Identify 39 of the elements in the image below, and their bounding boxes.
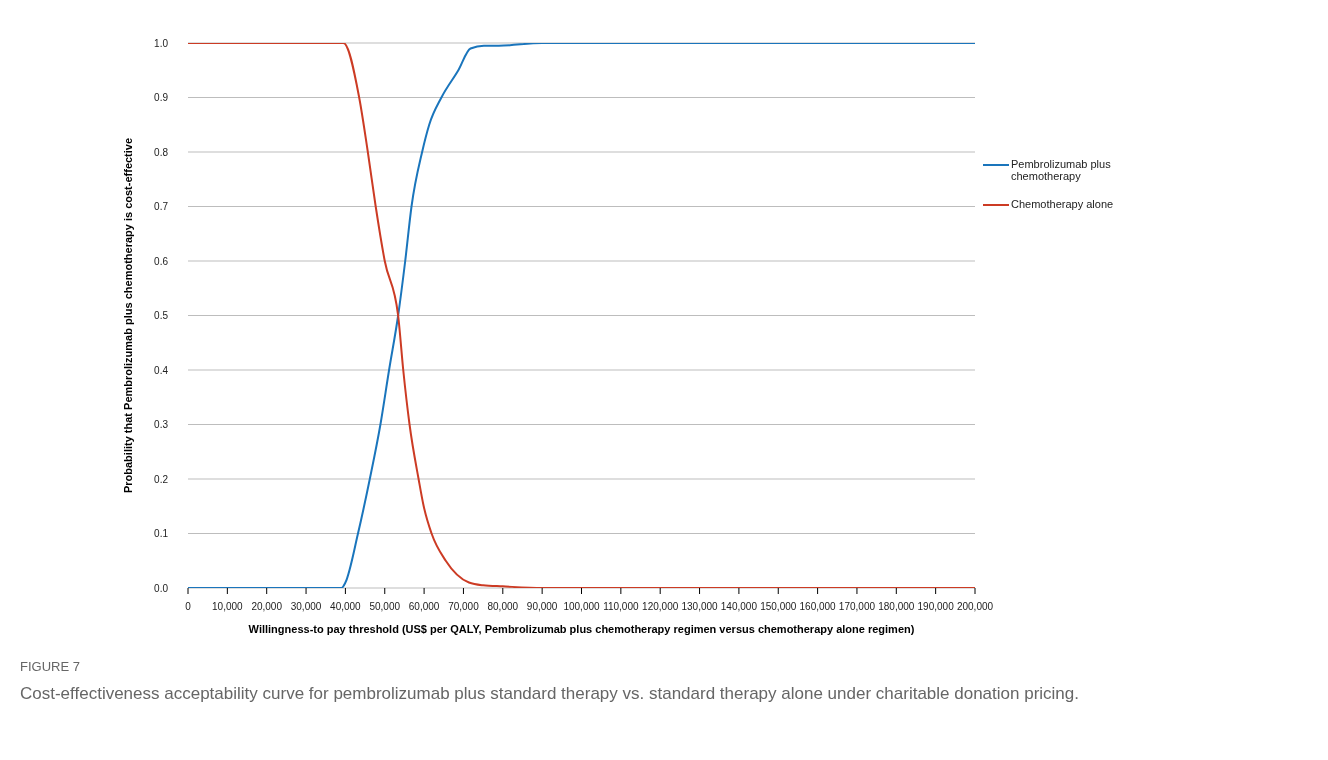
x-tick-label: 80,000 [487, 601, 519, 612]
x-tick-label: 170,000 [838, 601, 876, 612]
y-tick-label: 0.7 [154, 201, 169, 213]
y-tick-label: 0.5 [154, 310, 169, 322]
x-tick-label: 50,000 [369, 601, 401, 612]
x-tick-label: 190,000 [917, 601, 955, 612]
text: Cost-effectiveness acceptability curve for pembrolizumab plus standard therapy vs. standard therapy alone under charitable donation pricing. [20, 683, 1080, 706]
x-tick-label: 90,000 [526, 601, 558, 612]
y-tick-label: 0.8 [154, 146, 169, 158]
x-tick-label: 130,000 [681, 601, 719, 612]
y-tick-label: 1.0 [154, 37, 169, 49]
y-tick-label: 0.0 [154, 582, 169, 594]
x-axis-title: Willingness-to pay threshold (US$ per QALY, Pembrolizumab plus chemotherapy regimen versus chemotherapy alone regimen) [248, 623, 915, 635]
y-tick-label: 0.2 [154, 473, 169, 485]
x-tick-label: 120,000 [642, 601, 679, 612]
x-tick-label: 30,000 [290, 601, 322, 612]
x-tick-label: 20,000 [251, 601, 283, 612]
caption: FIGURE 7 [20, 658, 81, 676]
y-tick-label: 0.6 [154, 255, 169, 267]
line-series [188, 43, 975, 588]
y-tick-label: 0.4 [154, 364, 169, 376]
legend-label: Chemotherapy alone [1011, 198, 1114, 210]
x-tick-label: 70,000 [448, 601, 480, 612]
x-tick-label: 40,000 [330, 601, 362, 612]
y-axis-title: Probability that Pembrolizumab plus chemotherapy is cost-effective [121, 137, 134, 494]
y-tick-label: 0.3 [154, 419, 169, 431]
x-tick-label: 180,000 [878, 601, 915, 612]
legend-label: Pembrolizumab plus chemotherapy [1011, 158, 1112, 182]
x-tick-label: 110,000 [603, 601, 639, 612]
x-tick-label: 10,000 [212, 601, 244, 612]
x-tick-label: 60,000 [408, 601, 440, 612]
x-tick-label: 100,000 [563, 601, 601, 612]
y-tick-label: 0.1 [154, 528, 169, 540]
y-tick-label: 0.9 [154, 92, 169, 104]
x-tick-label: 160,000 [799, 601, 837, 612]
x-tick-label: 140,000 [720, 601, 758, 612]
x-tick-label: 200,000 [956, 601, 994, 612]
x-tick-label: 150,000 [760, 601, 797, 612]
x-tick-label: 0 [185, 601, 192, 612]
